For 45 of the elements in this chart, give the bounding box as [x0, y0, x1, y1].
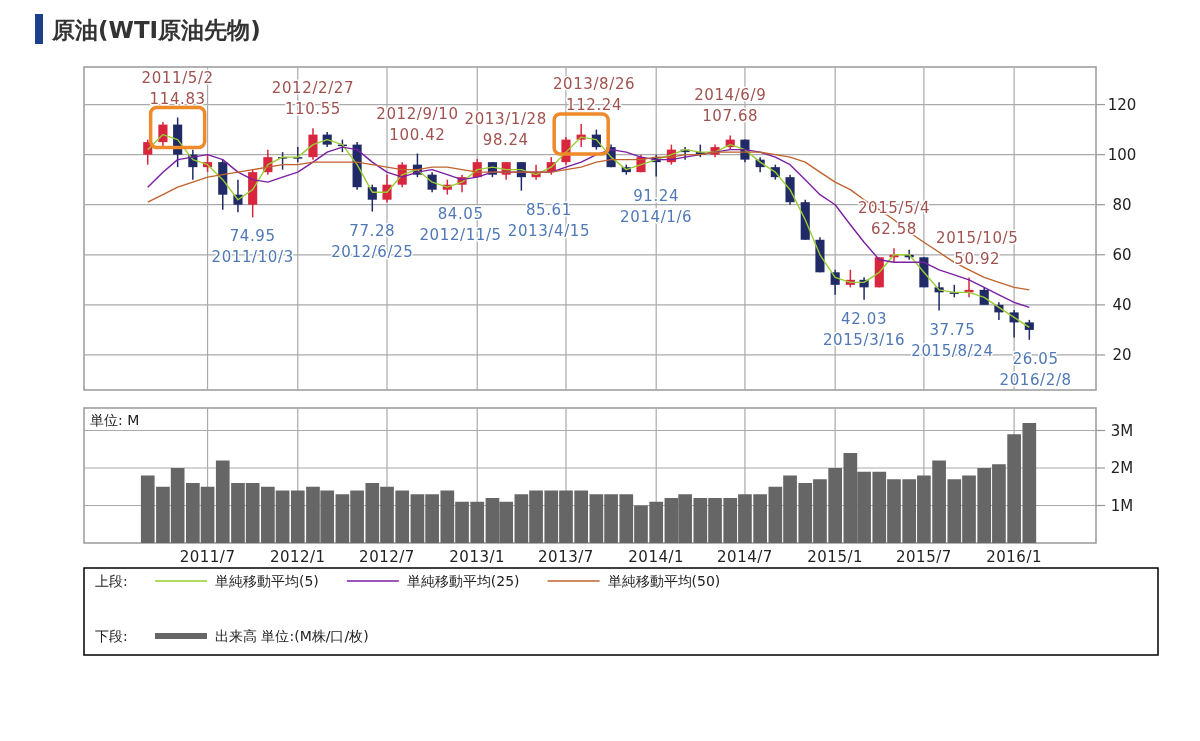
legend-label: 単純移動平均(25)	[406, 573, 520, 589]
x-tick-label: 2013/1	[449, 548, 506, 566]
legend-label: 単純移動平均(50)	[607, 573, 721, 589]
x-tick-label: 2016/1	[986, 548, 1043, 566]
annotation: 74.95 2011/10/3	[211, 227, 294, 267]
y-tick-label: 120	[1107, 95, 1137, 114]
y-tick-label: 40	[1112, 295, 1132, 314]
legend-title: 下段:	[95, 628, 128, 644]
x-tick-label: 2012/1	[269, 548, 326, 566]
annotation: 2013/1/28 98.24	[464, 110, 547, 150]
y-tick-label: 1M	[1110, 496, 1134, 515]
candlestick	[1024, 319, 1034, 341]
annotation: 2011/5/2 114.83	[141, 68, 214, 108]
x-tick-label: 2013/7	[538, 548, 594, 566]
annotation: 26.05 2016/2/8	[999, 349, 1072, 389]
annotation: 77.28 2012/6/25	[331, 221, 414, 261]
y-tick-label: 2M	[1110, 459, 1134, 477]
y-tick-label: 3M	[1110, 421, 1134, 440]
legend-title: 上段:	[95, 573, 128, 589]
candlestick	[308, 127, 318, 161]
candlestick	[293, 146, 303, 163]
annotation: 91.24 2014/1/6	[620, 186, 693, 226]
y-tick-label: 20	[1112, 345, 1132, 364]
annotation: 2012/2/27 110.55	[271, 79, 355, 119]
annotation: 37.75 2015/8/24	[911, 320, 994, 360]
chart-title: 原油(WTI原油先物)	[51, 17, 261, 43]
x-tick-label: 2014/1	[628, 548, 685, 566]
x-tick-label: 2014/7	[717, 548, 773, 566]
x-tick-label: 2012/7	[359, 548, 415, 566]
y-tick-label: 60	[1112, 245, 1132, 264]
legend-label: 出来高 単位:(M株/口/枚)	[215, 628, 369, 644]
x-tick-label: 2015/7	[896, 548, 952, 566]
annotation: 単位: M	[90, 412, 140, 428]
annotation: 2015/10/5 50.92	[936, 228, 1019, 268]
x-tick-label: 2015/1	[807, 548, 864, 566]
annotation: 42.03 2015/3/16	[822, 309, 906, 349]
y-tick-label: 100	[1107, 145, 1137, 164]
x-tick-label: 2011/7	[179, 548, 236, 566]
annotation: 2013/8/26 112.24	[552, 74, 636, 114]
y-tick-label: 80	[1112, 195, 1132, 214]
annotation: 85.61 2013/4/15	[507, 200, 591, 240]
legend-label: 単純移動平均(5)	[215, 573, 319, 589]
annotation: 2014/6/9 107.68	[694, 86, 767, 126]
annotation: 84.05 2012/11/5	[419, 204, 502, 244]
annotation: 2012/9/10 100.42	[376, 104, 459, 144]
